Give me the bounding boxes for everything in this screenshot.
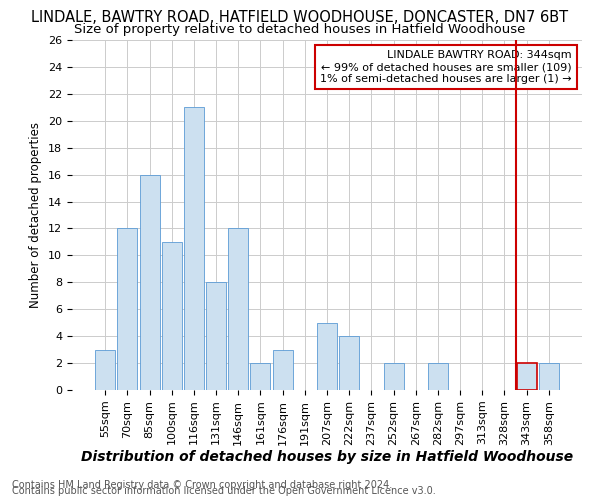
- Text: Contains public sector information licensed under the Open Government Licence v3: Contains public sector information licen…: [12, 486, 436, 496]
- Bar: [162, 242, 182, 390]
- Bar: [184, 108, 204, 390]
- Bar: [228, 228, 248, 390]
- Bar: [517, 363, 536, 390]
- Bar: [339, 336, 359, 390]
- Bar: [118, 228, 137, 390]
- Bar: [317, 322, 337, 390]
- Bar: [428, 363, 448, 390]
- Y-axis label: Number of detached properties: Number of detached properties: [29, 122, 43, 308]
- Text: Contains HM Land Registry data © Crown copyright and database right 2024.: Contains HM Land Registry data © Crown c…: [12, 480, 392, 490]
- Text: Size of property relative to detached houses in Hatfield Woodhouse: Size of property relative to detached ho…: [74, 22, 526, 36]
- Text: LINDALE, BAWTRY ROAD, HATFIELD WOODHOUSE, DONCASTER, DN7 6BT: LINDALE, BAWTRY ROAD, HATFIELD WOODHOUSE…: [31, 10, 569, 25]
- Bar: [539, 363, 559, 390]
- Bar: [383, 363, 404, 390]
- Bar: [140, 174, 160, 390]
- X-axis label: Distribution of detached houses by size in Hatfield Woodhouse: Distribution of detached houses by size …: [81, 450, 573, 464]
- Bar: [250, 363, 271, 390]
- Text: LINDALE BAWTRY ROAD: 344sqm
← 99% of detached houses are smaller (109)
1% of sem: LINDALE BAWTRY ROAD: 344sqm ← 99% of det…: [320, 50, 572, 84]
- Bar: [272, 350, 293, 390]
- Bar: [95, 350, 115, 390]
- Bar: [206, 282, 226, 390]
